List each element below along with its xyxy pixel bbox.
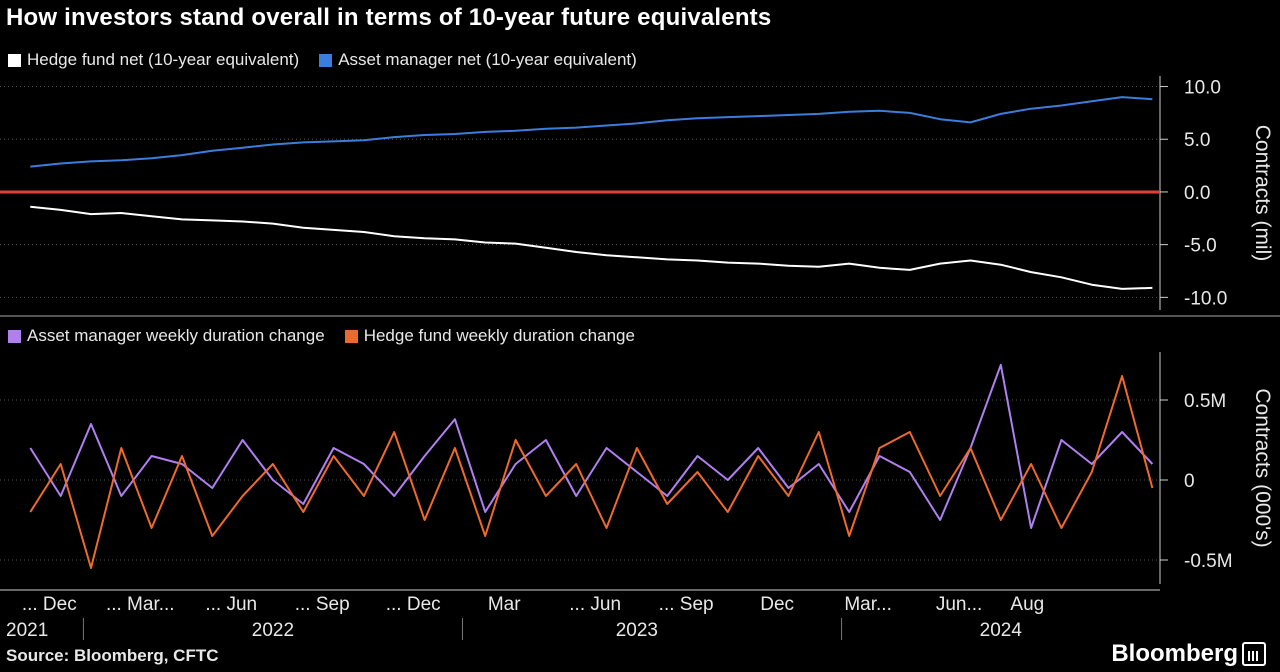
y-axis-title: Contracts (000's) [1251,388,1274,547]
y-tick-label: 10.0 [1184,78,1221,99]
x-tick-label-month: ... Dec [22,594,77,615]
y-axis-title: Contracts (mil) [1251,125,1274,262]
y-tick-label: 0.0 [1184,183,1210,204]
series-line-asset-weekly [29,363,1154,529]
x-tick-label-month: Dec [760,594,794,615]
y-tick-label: 5.0 [1184,130,1210,151]
y-tick-label: -5.0 [1184,236,1217,257]
series-line-hedge-weekly [29,375,1154,569]
y-tick-label: -10.0 [1184,288,1227,309]
x-tick-label-month: ... Sep [295,594,350,615]
legend-item-hedge-weekly: Hedge fund weekly duration change [344,326,635,346]
x-tick-label-year: 2024 [980,620,1023,641]
chart-title: How investors stand overall in terms of … [6,4,772,31]
y-tick-label: 0 [1184,471,1195,492]
legend-label-hedge-weekly: Hedge fund weekly duration change [363,326,635,345]
top-legend: Hedge fund net (10-year equivalent) Asse… [8,50,637,70]
brand-logo: Bloomberg [1111,640,1266,668]
legend-label-hedge-net: Hedge fund net (10-year equivalent) [27,50,300,69]
x-tick-label-month: ... Mar... [106,594,175,615]
x-tick-label-month: Jun... [936,594,982,615]
x-tick-label-month: ... Jun [569,594,621,615]
x-tick-label-month: ... Dec [386,594,441,615]
y-tick-label: -0.5M [1184,551,1233,572]
series-line-asset-net [30,96,1153,168]
x-tick-label-year: 2022 [252,620,294,641]
x-tick-label-month: ... Jun [205,594,257,615]
brand-name: Bloomberg [1111,640,1238,667]
series-line-hedge-net [30,205,1153,290]
x-tick-label-month: ... Sep [659,594,714,615]
legend-item-asset-weekly: Asset manager weekly duration change [8,326,325,346]
x-tick-label-year: 2023 [616,620,658,641]
y-tick-label: 0.5M [1184,391,1226,412]
legend-label-asset-weekly: Asset manager weekly duration change [27,326,325,345]
x-tick-label-month: Mar... [844,594,892,615]
x-tick-label-month: Mar [488,594,521,615]
bottom-legend: Asset manager weekly duration change Hed… [8,326,635,346]
bloomberg-bars-icon [1242,642,1266,666]
legend-swatch-hedge-net [8,53,21,67]
source-note: Source: Bloomberg, CFTC [6,646,219,665]
legend-item-asset-net: Asset manager net (10-year equivalent) [319,50,637,70]
x-tick-label-month: Aug [1010,594,1044,615]
x-tick-label-year: 2021 [6,620,48,641]
legend-swatch-asset-net [319,53,333,67]
legend-item-hedge-net: Hedge fund net (10-year equivalent) [8,50,299,70]
legend-label-asset-net: Asset manager net (10-year equivalent) [338,50,637,69]
legend-swatch-hedge-weekly [344,329,358,343]
legend-swatch-asset-weekly [8,329,21,343]
